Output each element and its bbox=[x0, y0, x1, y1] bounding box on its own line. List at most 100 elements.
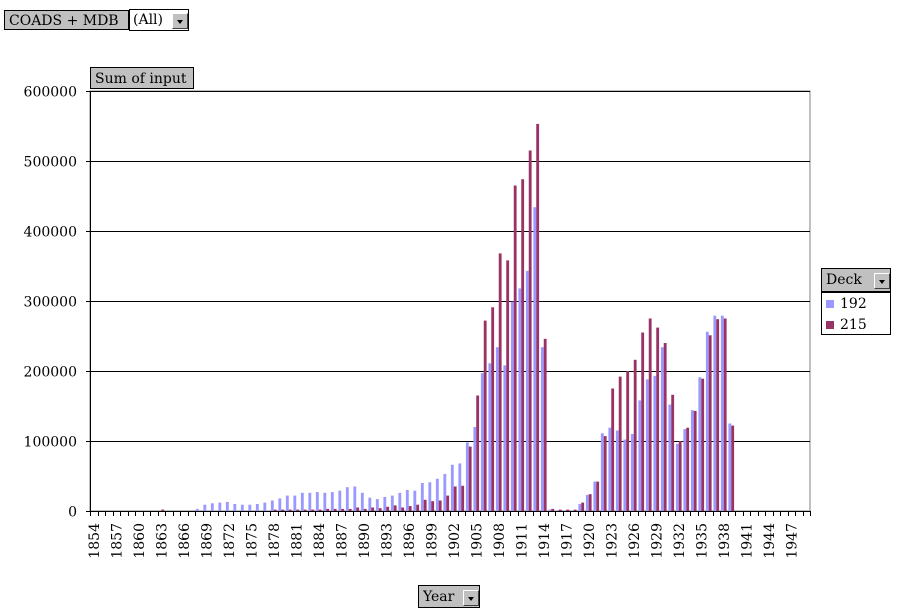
bar-215-1914 bbox=[543, 338, 547, 511]
bar-192-1908 bbox=[495, 347, 499, 511]
x-tick-label: 1857 bbox=[109, 523, 125, 559]
chevron-down-icon[interactable] bbox=[172, 13, 188, 29]
bar-215-1863 bbox=[161, 509, 165, 511]
bar-215-1937 bbox=[716, 319, 720, 511]
bar-215-1930 bbox=[663, 343, 667, 511]
bar-192-1893 bbox=[383, 497, 387, 511]
bar-192-1902 bbox=[450, 464, 454, 511]
category-field-button[interactable]: Year bbox=[418, 585, 480, 608]
category-field-label: Year bbox=[423, 589, 455, 605]
bar-192-1894 bbox=[390, 495, 394, 511]
bar-215-1919 bbox=[581, 502, 585, 511]
bar-215-1887 bbox=[341, 508, 345, 511]
bar-192-1899 bbox=[428, 482, 432, 511]
bar-192-1907 bbox=[488, 363, 492, 511]
bar-215-1878 bbox=[273, 509, 277, 511]
bar-215-1912 bbox=[528, 150, 532, 511]
y-tick-label: 600000 bbox=[24, 85, 77, 101]
x-tick-label: 1941 bbox=[739, 523, 755, 559]
bar-192-1891 bbox=[368, 497, 372, 511]
x-tick-label: 1899 bbox=[424, 523, 440, 559]
bar-192-1930 bbox=[660, 347, 664, 511]
bar-215-1888 bbox=[348, 508, 352, 511]
bar-215-1898 bbox=[423, 499, 427, 511]
bar-215-1899 bbox=[431, 501, 435, 511]
legend-item-192: 192 bbox=[826, 296, 867, 312]
bar-192-1906 bbox=[480, 373, 484, 511]
bar-192-1923 bbox=[608, 427, 612, 511]
data-field-button[interactable]: Sum of input bbox=[90, 67, 194, 89]
x-tick-label: 1923 bbox=[604, 523, 620, 559]
bar-215-1927 bbox=[641, 332, 645, 511]
bar-192-1897 bbox=[413, 490, 417, 511]
x-tick-label: 1947 bbox=[784, 523, 800, 559]
bar-192-1879 bbox=[278, 498, 282, 511]
x-tick-label: 1920 bbox=[582, 523, 598, 559]
bar-192-1884 bbox=[315, 492, 319, 511]
x-tick-label: 1929 bbox=[649, 523, 665, 559]
bar-192-1933 bbox=[683, 429, 687, 511]
bar-192-1873 bbox=[233, 504, 237, 511]
x-tick-label: 1863 bbox=[154, 523, 170, 559]
bar-192-1870 bbox=[210, 503, 214, 511]
bar-192-1889 bbox=[353, 486, 357, 511]
x-tick-label: 1872 bbox=[222, 523, 238, 559]
chevron-down-icon[interactable] bbox=[463, 590, 479, 606]
y-tick-label: 400000 bbox=[24, 225, 77, 241]
x-tick-label: 1917 bbox=[559, 523, 575, 559]
bar-192-1904 bbox=[465, 442, 469, 511]
bar-192-1871 bbox=[218, 502, 222, 511]
bar-192-1888 bbox=[345, 487, 349, 511]
bar-215-1923 bbox=[611, 388, 615, 511]
bar-215-1928 bbox=[648, 318, 652, 511]
x-tick-label: 1935 bbox=[694, 523, 710, 559]
bar-215-1905 bbox=[476, 395, 480, 511]
x-tick-label: 1896 bbox=[402, 523, 418, 559]
bar-192-1901 bbox=[443, 473, 447, 511]
page-field-dropdown[interactable]: (All) bbox=[129, 9, 189, 31]
bar-215-1900 bbox=[438, 500, 442, 511]
bar-215-1925 bbox=[626, 371, 630, 511]
x-tick-label: 1875 bbox=[244, 523, 260, 559]
bar-215-1891 bbox=[371, 507, 375, 511]
bar-192-1937 bbox=[713, 315, 717, 511]
chevron-down-icon[interactable] bbox=[874, 273, 890, 289]
bar-215-1881 bbox=[296, 509, 300, 511]
y-tick-label: 100000 bbox=[24, 435, 77, 451]
bar-215-1921 bbox=[596, 481, 600, 511]
bar-192-1932 bbox=[675, 443, 679, 511]
bar-192-1917 bbox=[563, 510, 567, 511]
bar-215-1908 bbox=[498, 253, 502, 511]
bar-192-1903 bbox=[458, 463, 462, 511]
x-tick-label: 1902 bbox=[447, 523, 463, 559]
bar-215-1938 bbox=[723, 318, 727, 511]
bar-192-1895 bbox=[398, 492, 402, 511]
bar-215-1931 bbox=[671, 394, 675, 511]
bar-192-1892 bbox=[375, 499, 379, 511]
legend-item-215: 215 bbox=[826, 317, 867, 333]
bar-192-1887 bbox=[338, 490, 342, 511]
bar-192-1928 bbox=[645, 379, 649, 511]
bar-215-1883 bbox=[311, 509, 315, 511]
legend-swatch-192 bbox=[826, 300, 834, 308]
x-tick-label: 1887 bbox=[334, 523, 350, 559]
data-field-label: Sum of input bbox=[95, 71, 187, 87]
bar-215-1889 bbox=[356, 507, 360, 511]
bar-215-1903 bbox=[461, 485, 465, 511]
x-tick-label: 1938 bbox=[717, 523, 733, 559]
bar-215-1916 bbox=[558, 509, 562, 511]
bar-215-1893 bbox=[386, 506, 390, 511]
x-tick-label: 1881 bbox=[289, 523, 305, 559]
bar-192-1876 bbox=[255, 504, 259, 511]
bar-192-1931 bbox=[668, 404, 672, 511]
bar-215-1904 bbox=[468, 446, 472, 511]
bar-192-1900 bbox=[435, 478, 439, 511]
page-field-button[interactable]: COADS + MDB bbox=[4, 10, 129, 30]
bar-215-1895 bbox=[401, 507, 405, 511]
bar-215-1890 bbox=[363, 508, 367, 511]
y-tick-label: 300000 bbox=[24, 295, 77, 311]
x-tick-label: 1944 bbox=[762, 523, 778, 559]
y-tick-label: 200000 bbox=[24, 365, 77, 381]
series-field-button[interactable]: Deck bbox=[821, 268, 891, 292]
